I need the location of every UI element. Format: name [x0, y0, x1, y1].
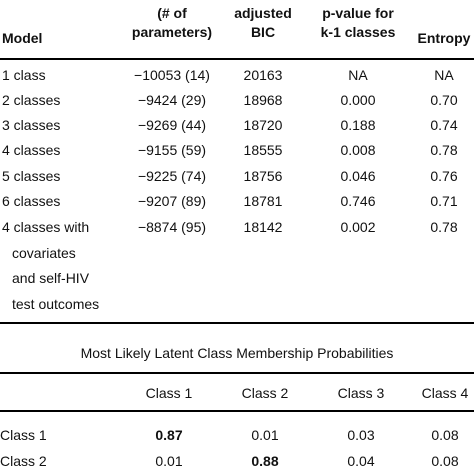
probability-cell: 0.03	[347, 427, 375, 443]
entropy-cell: 0.76	[430, 168, 458, 184]
column-header: Class 3	[337, 385, 385, 401]
header-bic-line2: BIC	[250, 24, 276, 40]
pvalue-cell: 0.188	[340, 117, 376, 133]
header-model: Model	[2, 30, 43, 46]
header-loglik: (# of parameters)	[122, 4, 222, 42]
membership-row: Class 1 0.87 0.01 0.03 0.08	[0, 424, 474, 448]
pvalue-cell: 0.000	[340, 92, 376, 108]
row-label: Class 1	[0, 427, 47, 443]
loglik-cell: −9225 (74)	[137, 168, 207, 184]
loglik-cell: −9155 (59)	[137, 142, 207, 158]
bic-cell: 18555	[243, 142, 283, 158]
model-cell: 3 classes	[2, 117, 61, 133]
model-cell: 4 classes	[2, 142, 61, 158]
table-row: 4 classes −9155 (59) 18555 0.008 0.78	[0, 139, 474, 163]
model-cell: 5 classes	[2, 168, 61, 184]
loglik-cell: −10053 (14)	[134, 67, 210, 83]
header-loglik-line2: parameters)	[131, 24, 213, 40]
header-loglik-line1: (# of	[157, 5, 187, 21]
membership-header-row: Class 1 Class 2 Class 3 Class 4	[0, 382, 474, 406]
row-label: Class 2	[0, 453, 47, 469]
table-row: 6 classes −9207 (89) 18781 0.746 0.71	[0, 190, 474, 214]
pvalue-cell: 0.002	[340, 219, 376, 235]
entropy-cell: 0.78	[430, 142, 458, 158]
pvalue-cell: NA	[348, 67, 368, 83]
header-pvalue-line1: p-value for	[322, 5, 394, 21]
entropy-cell: 0.74	[430, 117, 458, 133]
pvalue-cell: 0.008	[340, 142, 376, 158]
table-bottom-rule	[0, 322, 474, 324]
membership-row: Class 2 0.01 0.88 0.04 0.08	[0, 450, 474, 474]
membership-title: Most Likely Latent Class Membership Prob…	[80, 345, 394, 361]
pvalue-cell: 0.746	[340, 193, 376, 209]
entropy-cell: 0.78	[430, 219, 458, 235]
probability-cell: 0.88	[251, 453, 279, 469]
table-row: 2 classes −9424 (29) 18968 0.000 0.70	[0, 89, 474, 113]
membership-top-rule	[0, 372, 474, 374]
model-cell: 6 classes	[2, 193, 61, 209]
probability-cell: 0.01	[251, 427, 279, 443]
bic-cell: 18781	[243, 193, 283, 209]
table-row: 5 classes −9225 (74) 18756 0.046 0.76	[0, 165, 474, 189]
column-header: Class 1	[145, 385, 193, 401]
loglik-cell: −9207 (89)	[137, 193, 207, 209]
bic-cell: 20163	[243, 67, 283, 83]
table-row: 3 classes −9269 (44) 18720 0.188 0.74	[0, 114, 474, 138]
probability-cell: 0.08	[431, 427, 459, 443]
header-entropy: Entropy	[417, 30, 471, 46]
entropy-cell: 0.70	[430, 92, 458, 108]
loglik-cell: −9424 (29)	[137, 92, 207, 108]
loglik-cell: −8874 (95)	[137, 219, 207, 235]
entropy-cell: NA	[434, 67, 454, 83]
table-row: 4 classes with −8874 (95) 18142 0.002 0.…	[0, 216, 474, 240]
header-bic: adjusted BIC	[226, 4, 300, 42]
bic-cell: 18968	[243, 92, 283, 108]
loglik-cell: −9269 (44)	[137, 117, 207, 133]
model-cell: 4 classes with	[2, 219, 90, 235]
header-rule	[0, 58, 474, 60]
bic-cell: 18142	[243, 219, 283, 235]
model-continuation: test outcomes	[12, 296, 100, 312]
probability-cell: 0.87	[155, 427, 183, 443]
model-continuation: and self-HIV	[12, 270, 90, 286]
probability-cell: 0.08	[431, 453, 459, 469]
column-header: Class 2	[241, 385, 289, 401]
table-row: 1 class −10053 (14) 20163 NA NA	[0, 64, 474, 88]
header-pvalue-line2: k-1 classes	[320, 24, 396, 40]
model-continuation: covariates	[12, 245, 76, 261]
model-cell: 1 class	[2, 67, 46, 83]
model-cell: 2 classes	[2, 92, 61, 108]
pvalue-cell: 0.046	[340, 168, 376, 184]
probability-cell: 0.01	[155, 453, 183, 469]
header-bic-line1: adjusted	[234, 5, 292, 21]
probability-cell: 0.04	[347, 453, 375, 469]
entropy-cell: 0.71	[430, 193, 458, 209]
header-pvalue: p-value for k-1 classes	[310, 4, 406, 42]
column-header: Class 4	[421, 385, 469, 401]
bic-cell: 18720	[243, 117, 283, 133]
membership-header-rule	[0, 410, 474, 412]
bic-cell: 18756	[243, 168, 283, 184]
